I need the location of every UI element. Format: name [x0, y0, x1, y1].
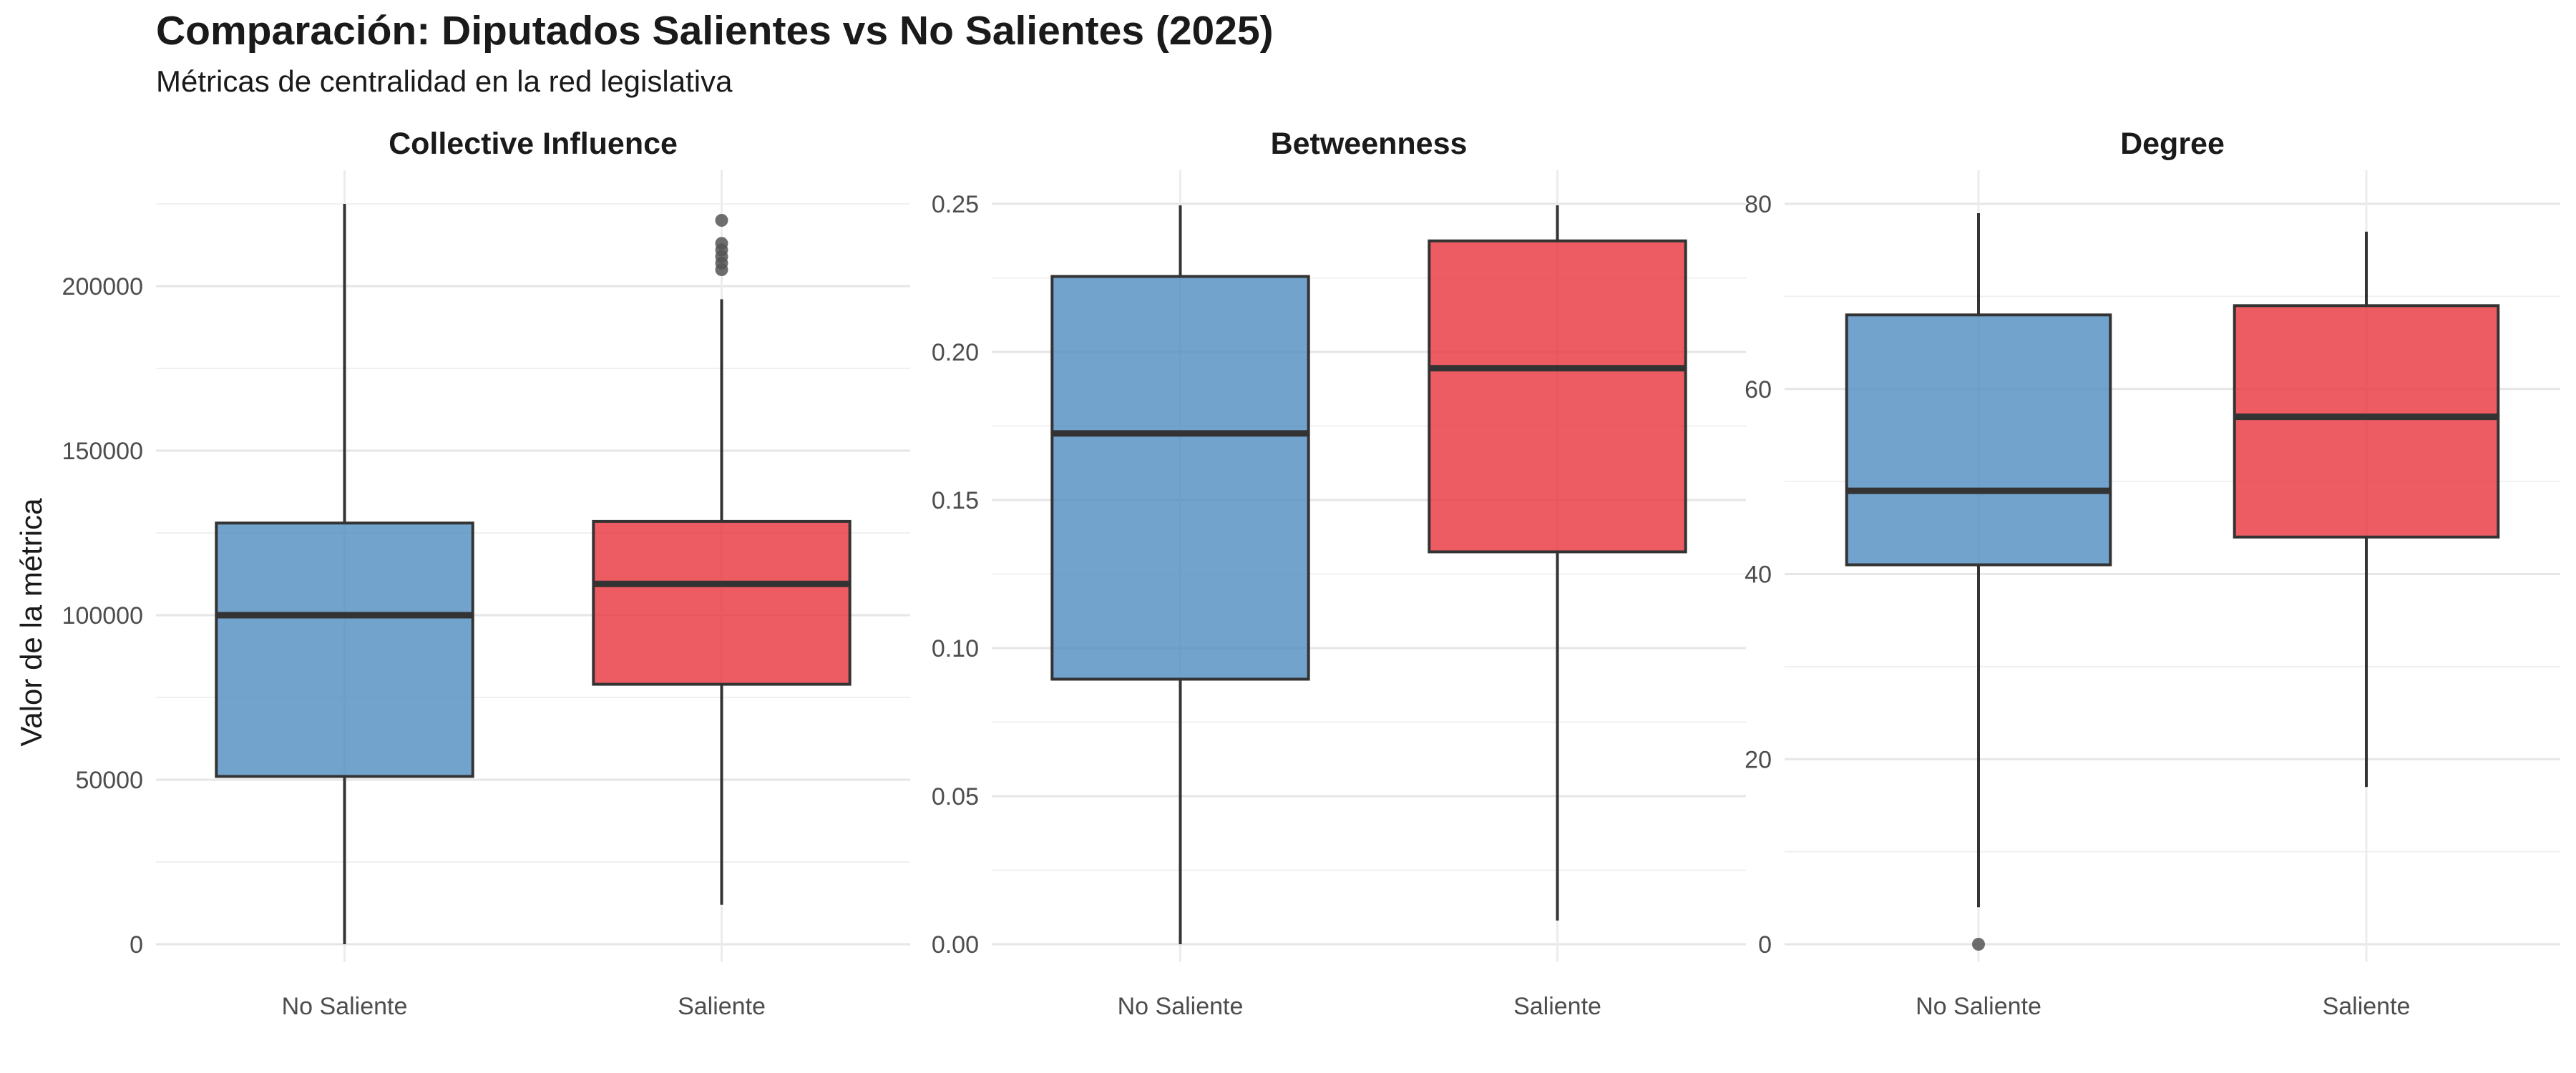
box-iqr: [1845, 313, 2112, 567]
x-tick-label: No Saliente: [1916, 993, 2041, 1020]
y-tick-label: 0.15: [932, 487, 979, 514]
box-iqr: [1050, 275, 1310, 681]
y-tick-label: 100000: [62, 602, 143, 629]
y-tick-label: 60: [1745, 376, 1772, 403]
box-iqr: [592, 519, 852, 686]
facet-title: Collective Influence: [389, 127, 678, 161]
y-tick-label: 40: [1745, 562, 1772, 589]
y-tick-label: 0.20: [932, 339, 979, 366]
box-saliente: [592, 214, 852, 905]
box-saliente: [1428, 205, 1687, 921]
y-tick-label: 0: [1758, 931, 1772, 959]
x-tick-label: No Saliente: [1118, 993, 1244, 1020]
box-iqr: [2233, 304, 2500, 539]
box-iqr: [215, 521, 474, 778]
outlier-point: [715, 237, 728, 250]
y-tick-label: 0: [130, 931, 143, 959]
chart-subtitle: Métricas de centralidad en la red legisl…: [156, 64, 733, 98]
outlier-point: [1972, 938, 1985, 951]
y-tick-label: 50000: [75, 767, 143, 794]
box-no-saliente: [1050, 205, 1310, 944]
x-tick-label: Saliente: [1513, 993, 1601, 1020]
y-tick-label: 0.05: [932, 783, 979, 810]
box-no-saliente: [215, 204, 474, 944]
y-tick-label: 0.10: [932, 635, 979, 662]
x-tick-label: No Saliente: [282, 993, 408, 1020]
box-no-saliente: [1845, 212, 2112, 951]
box-saliente: [2233, 231, 2500, 788]
facet-2: 0 20 40 60 80 No Saliente Saliente Degree: [1745, 127, 2560, 1020]
y-tick-label: 0.25: [932, 191, 979, 218]
x-tick-label: Saliente: [2323, 993, 2411, 1020]
facet-title: Degree: [2120, 127, 2225, 161]
y-tick-label: 150000: [62, 438, 143, 465]
x-tick-label: Saliente: [678, 993, 766, 1020]
y-tick-label: 20: [1745, 746, 1772, 773]
y-tick-label: 0.00: [932, 931, 979, 959]
chart-title: Comparación: Diputados Salientes vs No S…: [156, 8, 1274, 54]
y-tick-label: 80: [1745, 191, 1772, 218]
outlier-point: [715, 214, 728, 227]
facet-1: 0.00 0.05 0.10 0.15 0.20 0.25 No Saliente Salie…: [932, 127, 1746, 1020]
facet-title: Betweenness: [1271, 127, 1468, 161]
y-tick-label: 200000: [62, 273, 143, 300]
facet-0: 0 50000 100000 150000 200000 No Saliente Salie…: [62, 127, 910, 1020]
box-iqr: [1428, 239, 1687, 554]
